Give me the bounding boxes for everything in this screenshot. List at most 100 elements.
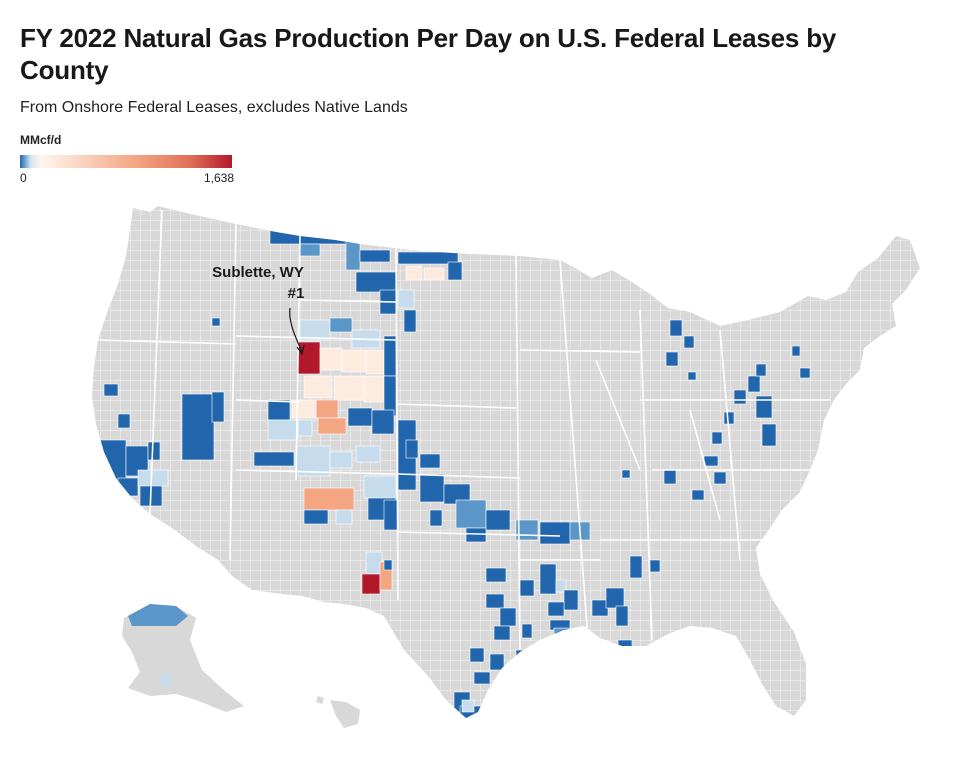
county-102 [755, 395, 773, 419]
county-67 [117, 413, 131, 429]
state-border-3 [235, 335, 397, 341]
county-106 [755, 363, 767, 377]
map-subtitle: From Onshore Federal Leases, excludes Na… [20, 99, 408, 116]
legend-ticks: 0 1,638 [20, 171, 234, 187]
us-county-map[interactable]: Sublette, WY #1 [0, 190, 954, 770]
county-76 [547, 601, 565, 617]
county-24 [315, 399, 339, 419]
county-71 [499, 607, 517, 627]
county-90 [615, 605, 629, 627]
county-103 [761, 423, 777, 447]
annotation-county-label: Sublette, WY [212, 264, 304, 281]
state-border-5 [395, 245, 399, 601]
map-canvas[interactable]: Sublette, WY #1 [0, 190, 954, 770]
county-91 [629, 555, 643, 579]
county-grid [92, 206, 920, 718]
county-16 [319, 347, 343, 371]
annotation-arrow [289, 307, 303, 353]
county-36 [355, 445, 381, 463]
county-2 [345, 239, 361, 271]
county-28 [297, 419, 313, 437]
county-0 [269, 229, 351, 245]
county-69 [485, 567, 507, 583]
county-3 [359, 249, 391, 263]
county-104 [791, 345, 801, 357]
county-58 [181, 393, 215, 461]
county-111 [687, 371, 697, 381]
county-8 [355, 271, 397, 293]
county-96 [703, 455, 719, 467]
state-border-9 [397, 473, 521, 479]
legend-max-label: 1,638 [203, 171, 234, 185]
state-border-14 [689, 409, 721, 521]
county-53 [405, 439, 419, 459]
alaska-kenai [160, 674, 170, 686]
county-101 [747, 375, 761, 393]
state-border-21 [519, 349, 641, 353]
state-border-7 [395, 403, 517, 409]
county-110 [665, 351, 679, 367]
color-legend: MMcf/d 0 1,638 [20, 133, 234, 187]
state-border-11 [559, 259, 589, 641]
county-80 [489, 653, 505, 671]
county-49 [539, 521, 571, 545]
county-22 [363, 375, 387, 403]
legend-color-scale [20, 155, 232, 168]
county-layer[interactable] [99, 229, 811, 720]
county-88 [591, 599, 609, 617]
state-border-12 [595, 359, 641, 471]
county-51 [429, 509, 443, 527]
county-4 [397, 251, 459, 265]
county-17 [341, 349, 367, 373]
hawaii-island-2 [316, 696, 324, 704]
county-33 [253, 451, 295, 467]
county-10 [397, 289, 415, 309]
county-21 [333, 375, 365, 401]
annotation-arrowhead [296, 344, 305, 356]
county-77 [521, 623, 533, 639]
county-59 [211, 391, 225, 423]
county-100 [733, 389, 747, 405]
county-26 [267, 399, 291, 421]
county-87 [553, 627, 571, 639]
county-11 [403, 309, 417, 333]
alaska-north-slope [128, 604, 188, 626]
county-5 [405, 265, 423, 281]
county-43 [419, 473, 445, 503]
county-85 [461, 699, 475, 713]
state-border-20 [299, 299, 397, 303]
county-25 [291, 399, 317, 419]
county-75 [563, 589, 579, 611]
county-92 [649, 559, 661, 573]
sublette-annotation: Sublette, WY #1 [212, 264, 305, 356]
state-border-10 [397, 531, 561, 537]
county-18 [365, 349, 385, 375]
alaska-counties [128, 604, 188, 686]
hawaii-island-1 [330, 700, 360, 728]
county-31 [371, 409, 395, 435]
land-layer [92, 206, 920, 728]
county-66 [103, 383, 119, 397]
state-border-1 [149, 209, 163, 515]
county-15 [297, 341, 321, 375]
state-border-2 [97, 339, 237, 345]
state-border-4 [295, 235, 301, 481]
county-79 [469, 647, 485, 663]
county-70 [485, 593, 505, 609]
county-89 [605, 587, 625, 609]
alaska-landmass [122, 604, 244, 712]
county-42 [383, 499, 399, 531]
map-title: FY 2022 Natural Gas Production Per Day o… [20, 23, 837, 85]
county-72 [519, 579, 535, 597]
state-border-15 [719, 329, 741, 561]
county-68 [211, 317, 221, 327]
county-1 [299, 243, 321, 257]
county-94 [663, 469, 677, 485]
county-78 [493, 625, 511, 641]
county-74 [555, 579, 567, 593]
state-border-0 [229, 223, 237, 561]
county-40 [303, 509, 329, 525]
county-65 [137, 469, 169, 487]
state-border-8 [515, 255, 521, 651]
county-81 [515, 649, 529, 671]
